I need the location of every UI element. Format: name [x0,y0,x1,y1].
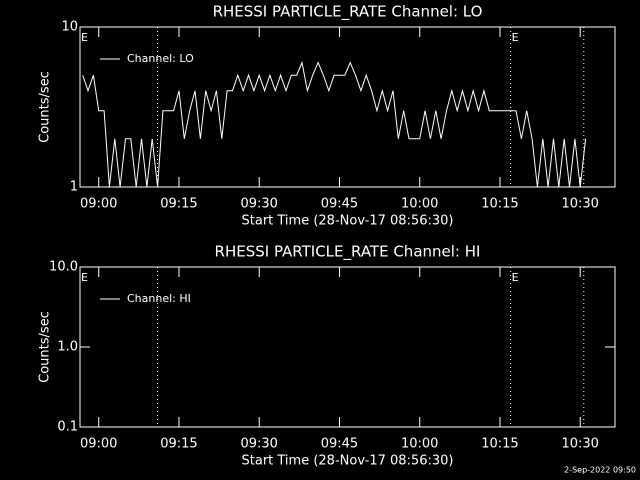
x-tick-label: 09:45 [321,197,358,212]
x-tick-label: 10:30 [561,437,598,452]
legend-label: Channel: HI [127,292,191,305]
x-tick-label: 10:30 [561,197,598,212]
x-axis-label: Start Time (28-Nov-17 08:56:30) [242,454,454,469]
footer: 2-Sep-2022 09:50 [564,466,636,475]
y-tick-label: 1.0 [57,340,78,355]
y-tick-label: 0.1 [57,420,78,435]
y-tick-label: 10 [61,20,78,35]
x-tick-label: 09:00 [80,197,117,212]
y-tick-label: 10.0 [49,260,78,275]
flag-label: E [512,271,519,284]
x-tick-label: 10:15 [481,437,518,452]
x-tick-label: 09:00 [80,437,117,452]
x-tick-label: 09:15 [160,197,197,212]
y-axis-label: Counts/sec [38,311,53,383]
x-tick-label: 10:00 [401,197,438,212]
legend-label: Channel: LO [127,52,194,65]
flag-label: E [81,271,88,284]
x-tick-label: 09:15 [160,437,197,452]
flag-label: E [81,31,88,44]
y-axis-label: Counts/sec [38,71,53,143]
x-tick-label: 09:30 [240,197,277,212]
x-tick-label: 10:15 [481,197,518,212]
x-tick-label: 09:30 [240,437,277,452]
x-tick-label: 10:00 [401,437,438,452]
chart-title: RHESSI PARTICLE_RATE Channel: LO [213,3,483,22]
y-tick-label: 1 [70,180,78,195]
plot-frame [79,26,616,188]
x-axis-label: Start Time (28-Nov-17 08:56:30) [242,214,454,229]
data-line [82,60,587,188]
flag-label: E [512,31,519,44]
x-tick-label: 09:45 [321,437,358,452]
chart-title: RHESSI PARTICLE_RATE Channel: HI [215,243,481,262]
plot-frame [79,266,616,428]
